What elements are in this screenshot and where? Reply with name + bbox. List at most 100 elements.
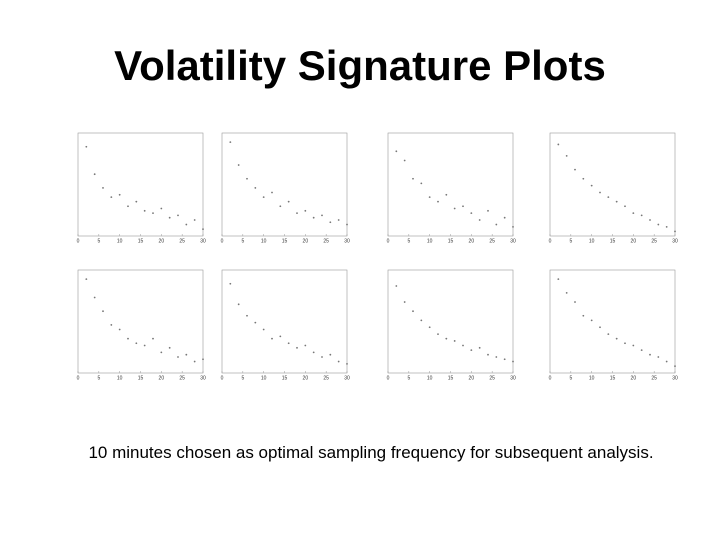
point	[110, 324, 113, 326]
point	[262, 196, 265, 198]
plot-frame	[77, 132, 204, 237]
point	[503, 358, 506, 361]
point	[346, 223, 348, 226]
point	[412, 310, 414, 313]
point	[193, 360, 196, 363]
x-tick-label: 0	[221, 238, 224, 244]
point	[512, 225, 514, 228]
point	[143, 209, 146, 212]
point	[574, 301, 576, 303]
point	[478, 219, 481, 221]
x-tick-label: 25	[323, 375, 329, 381]
x-tick-label: 30	[510, 238, 516, 244]
x-tick-label: 20	[303, 375, 309, 381]
x-tick-label: 0	[387, 375, 390, 381]
point	[177, 356, 179, 358]
point	[674, 365, 676, 368]
x-tick-label: 15	[610, 375, 616, 381]
point	[512, 360, 514, 363]
point	[624, 342, 626, 345]
point	[615, 337, 618, 340]
x-tick-label: 5	[407, 375, 410, 381]
point	[135, 342, 138, 345]
point	[279, 205, 282, 208]
point	[127, 337, 129, 340]
x-tick-label: 25	[179, 375, 185, 381]
x-tick-label: 20	[159, 375, 165, 381]
point	[590, 184, 593, 187]
point	[296, 212, 298, 215]
point	[177, 214, 179, 217]
point	[254, 321, 257, 324]
point	[565, 291, 568, 294]
point	[445, 193, 448, 196]
point	[237, 164, 240, 166]
point	[640, 349, 643, 352]
point	[85, 145, 88, 148]
point	[102, 310, 104, 313]
point	[674, 230, 676, 233]
slide-title: Volatility Signature Plots	[114, 42, 606, 89]
point	[304, 344, 307, 347]
x-tick-label: 20	[631, 375, 637, 381]
x-tick-label: 15	[138, 375, 144, 381]
point	[337, 360, 340, 363]
point	[557, 143, 560, 146]
x-tick-label: 10	[427, 375, 433, 381]
point	[607, 196, 610, 198]
point	[403, 159, 406, 162]
point	[160, 351, 163, 354]
x-tick-label: 10	[261, 375, 267, 381]
x-tick-label: 5	[241, 238, 244, 244]
point	[246, 314, 248, 317]
x-tick-label: 5	[569, 375, 572, 381]
x-tick-label: 15	[610, 238, 616, 244]
point	[304, 209, 307, 212]
point	[262, 328, 265, 331]
plot-frame	[387, 132, 514, 237]
point	[152, 212, 154, 215]
point	[495, 356, 498, 358]
point	[574, 168, 576, 171]
plot-frame	[549, 132, 676, 237]
x-tick-label: 30	[510, 375, 516, 381]
point	[246, 177, 248, 180]
x-tick-label: 25	[179, 238, 185, 244]
point	[420, 319, 423, 322]
point	[127, 205, 129, 208]
point	[487, 209, 489, 212]
x-tick-label: 10	[261, 238, 267, 244]
x-tick-label: 25	[489, 375, 495, 381]
point	[346, 362, 348, 365]
point	[607, 333, 610, 335]
point	[657, 223, 660, 226]
x-tick-label: 10	[589, 238, 595, 244]
point	[329, 221, 332, 224]
point	[202, 358, 204, 361]
point	[321, 214, 323, 217]
point	[403, 301, 406, 303]
point	[470, 349, 473, 352]
point	[160, 207, 163, 210]
point	[557, 278, 560, 281]
plot-frame	[221, 269, 348, 374]
point	[437, 333, 439, 335]
point	[193, 219, 196, 221]
x-tick-label: 10	[589, 375, 595, 381]
point	[599, 326, 601, 329]
point	[152, 337, 154, 340]
point	[624, 205, 626, 208]
point	[312, 216, 315, 219]
point	[582, 314, 585, 317]
x-tick-label: 5	[97, 238, 100, 244]
point	[412, 177, 414, 180]
x-tick-label: 20	[159, 238, 165, 244]
x-tick-label: 30	[200, 238, 206, 244]
point	[296, 346, 298, 349]
x-tick-label: 20	[469, 238, 475, 244]
x-tick-label: 30	[344, 238, 350, 244]
point	[135, 200, 138, 203]
x-tick-label: 20	[303, 238, 309, 244]
